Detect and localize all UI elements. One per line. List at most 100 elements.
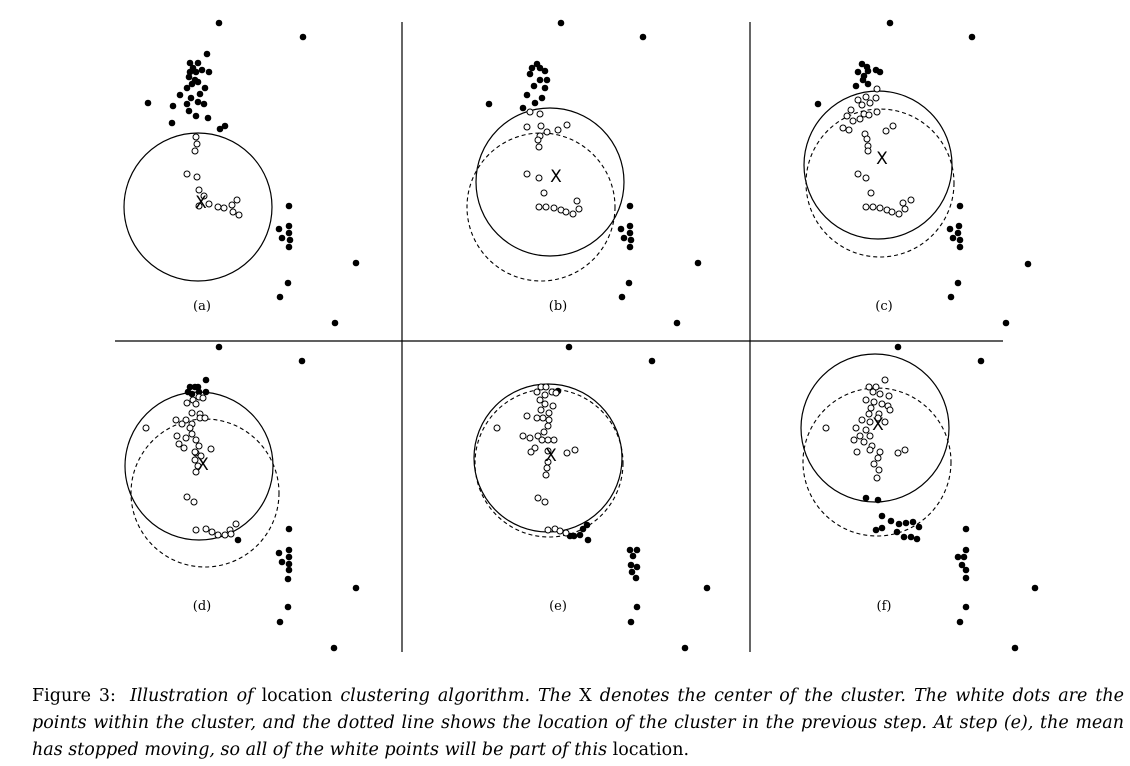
outside-point (864, 67, 872, 75)
outside-point (168, 119, 176, 127)
outside-point (584, 536, 592, 544)
cluster-point (228, 201, 236, 209)
current-cluster-circle (800, 353, 950, 503)
outside-point (541, 67, 549, 75)
outside-point (528, 64, 536, 72)
cluster-point (899, 199, 907, 207)
cluster-point (523, 412, 531, 420)
outside-point (900, 533, 908, 541)
outside-point (960, 553, 968, 561)
previous-cluster-circle (130, 418, 280, 568)
cluster-point (201, 414, 209, 422)
outside-point (205, 68, 213, 76)
cluster-point (542, 471, 550, 479)
outside-point (887, 517, 895, 525)
outside-point (194, 383, 202, 391)
outside-point (185, 73, 193, 81)
outside-point (536, 76, 544, 84)
panel-d: X (d) (124, 343, 360, 652)
cluster-point (175, 440, 183, 448)
outside-point (633, 546, 641, 554)
cluster-point (535, 143, 543, 151)
cluster-point (544, 447, 552, 455)
cluster-point (208, 528, 216, 536)
cluster-point (192, 436, 200, 444)
caption-text: Illustration of location clustering algo… (32, 686, 1124, 760)
cluster-point (865, 111, 873, 119)
cluster-point (541, 400, 549, 408)
outside-point (632, 574, 640, 582)
cluster-point (543, 464, 551, 472)
outside-point (946, 225, 954, 233)
cluster-point (862, 174, 870, 182)
outside-point (216, 125, 224, 133)
cluster-point (195, 442, 203, 450)
outside-point (284, 603, 292, 611)
previous-cluster-circle (802, 387, 952, 537)
outside-point (285, 566, 293, 574)
panel-label: (c) (875, 299, 892, 314)
cluster-point (526, 108, 534, 116)
cluster-point (874, 414, 882, 422)
outside-point (949, 234, 957, 242)
outside-point (195, 388, 203, 396)
cluster-point (220, 204, 228, 212)
outside-point (285, 553, 293, 561)
panel-label: (a) (193, 299, 211, 314)
cluster-point (876, 448, 884, 456)
cluster-point (858, 416, 866, 424)
outside-point (618, 293, 626, 301)
outside-point (526, 70, 534, 78)
cluster-point (542, 203, 550, 211)
outside-point (144, 99, 152, 107)
cluster-center-marker: X (197, 455, 209, 475)
clustering-figure: X (a) X (b) X (c) X (d) X (e) X (f) (115, 19, 1039, 652)
cluster-point (232, 520, 240, 528)
cluster-point (534, 432, 542, 440)
outside-point (977, 357, 985, 365)
panel-c: X (c) (803, 19, 1032, 327)
cluster-point (862, 396, 870, 404)
outside-point (639, 33, 647, 41)
cluster-point (875, 466, 883, 474)
outside-point (576, 531, 584, 539)
outside-point (626, 202, 634, 210)
outside-point (694, 259, 702, 267)
cluster-point (573, 197, 581, 205)
cluster-point (540, 428, 548, 436)
outside-point (954, 553, 962, 561)
outside-point (201, 84, 209, 92)
cluster-point (523, 123, 531, 131)
outside-point (878, 524, 886, 532)
outside-point (286, 236, 294, 244)
outside-point (893, 528, 901, 536)
cluster-point (862, 203, 870, 211)
caption-segment: X (579, 686, 592, 706)
cluster-point (839, 124, 847, 132)
outside-point (204, 114, 212, 122)
cluster-point (197, 452, 205, 460)
caption-segment: location (612, 740, 684, 760)
outside-point (285, 243, 293, 251)
outside-point (617, 225, 625, 233)
cluster-point (865, 410, 873, 418)
outside-point (186, 59, 194, 67)
cluster-point (870, 460, 878, 468)
outside-point (907, 533, 915, 541)
panel-a: X (a) (123, 19, 360, 327)
cluster-point (858, 101, 866, 109)
cluster-point (191, 448, 199, 456)
cluster-point (531, 444, 539, 452)
outside-point (886, 19, 894, 27)
outside-point (276, 618, 284, 626)
cluster-point (534, 494, 542, 502)
cluster-point (191, 456, 199, 464)
cluster-point (182, 434, 190, 442)
outside-point (298, 357, 306, 365)
outside-point (579, 525, 587, 533)
cluster-point (537, 122, 545, 130)
outside-point (194, 78, 202, 86)
outside-point (284, 279, 292, 287)
outside-point (625, 279, 633, 287)
outside-point (947, 293, 955, 301)
